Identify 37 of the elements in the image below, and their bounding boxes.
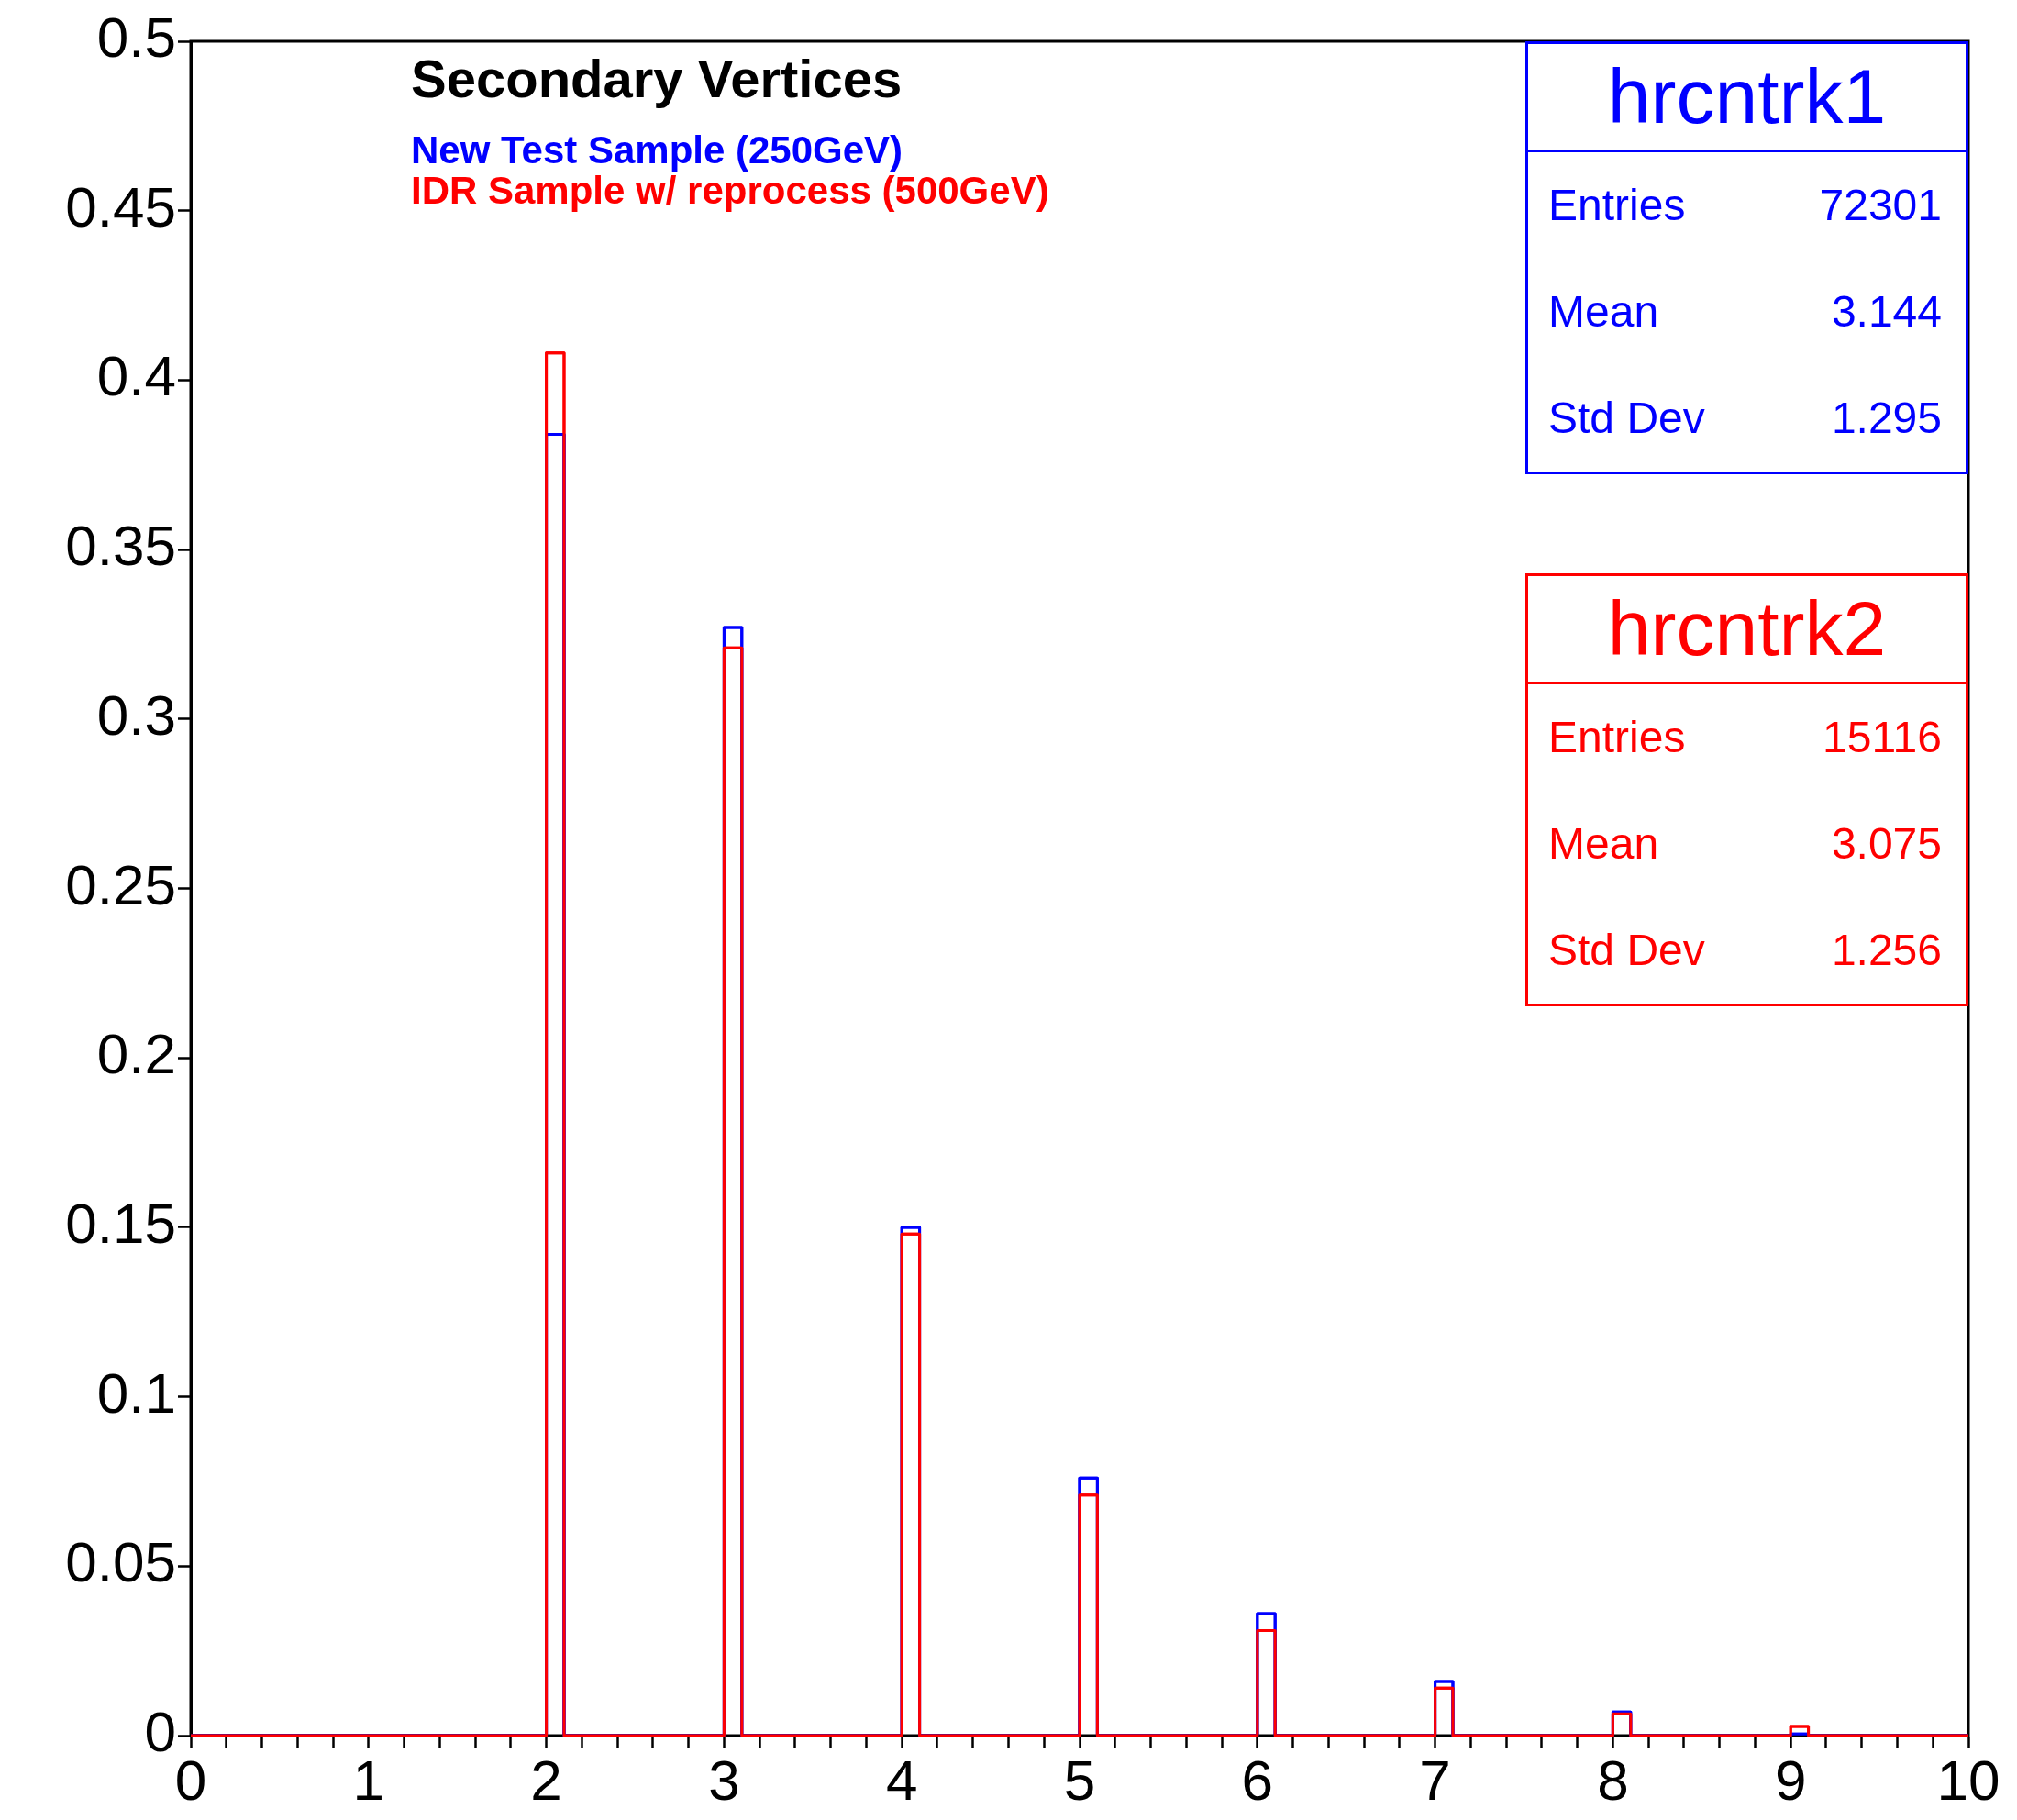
x-tick-label: 8	[1597, 1748, 1629, 1813]
y-tick-label: 0.3	[96, 682, 176, 747]
y-tick-label: 0.15	[65, 1191, 176, 1255]
x-tick-label: 7	[1419, 1748, 1451, 1813]
annotation: 3.144	[1831, 286, 1942, 338]
annotation: Mean	[1548, 286, 1659, 338]
y-tick-label: 0.45	[65, 174, 176, 239]
x-tick-label: 2	[530, 1748, 562, 1813]
text: New Test Sample (250GeV)	[411, 128, 904, 172]
x-tick-label: 6	[1241, 1748, 1274, 1813]
y-tick-label: 0.4	[96, 344, 176, 408]
annotation: Std Dev	[1548, 393, 1705, 444]
annotation: 72301	[1819, 180, 1942, 231]
y-tick-label: 0.2	[96, 1022, 176, 1086]
annotation: 1.295	[1831, 393, 1942, 444]
annotation: hrcntrk1	[1528, 44, 1966, 152]
annotation: 1.256	[1831, 925, 1942, 976]
x-tick-label: 3	[708, 1748, 740, 1813]
y-tick-label: 0	[144, 1700, 176, 1764]
annotation: Entries	[1548, 180, 1686, 231]
x-tick-label: 5	[1063, 1748, 1096, 1813]
annotation: Std Dev	[1548, 925, 1705, 976]
chart-title: Secondary Vertices	[411, 48, 903, 109]
annotation: Entries	[1548, 712, 1686, 763]
annotation: 3.075	[1831, 818, 1942, 870]
annotation: Mean	[1548, 818, 1659, 870]
y-tick-label: 0.35	[65, 514, 176, 578]
x-tick-label: 9	[1774, 1748, 1807, 1813]
x-tick-label: 4	[885, 1748, 918, 1813]
y-tick-label: 0.25	[65, 852, 176, 916]
x-tick-label: 1	[352, 1748, 385, 1813]
y-tick-label: 0.05	[65, 1530, 176, 1594]
annotation: hrcntrk2	[1528, 576, 1966, 684]
y-tick-label: 0.1	[96, 1360, 176, 1425]
x-tick-label: 10	[1936, 1748, 2000, 1813]
y-tick-label: 0.5	[96, 6, 176, 70]
annotation: 15116	[1823, 712, 1942, 763]
